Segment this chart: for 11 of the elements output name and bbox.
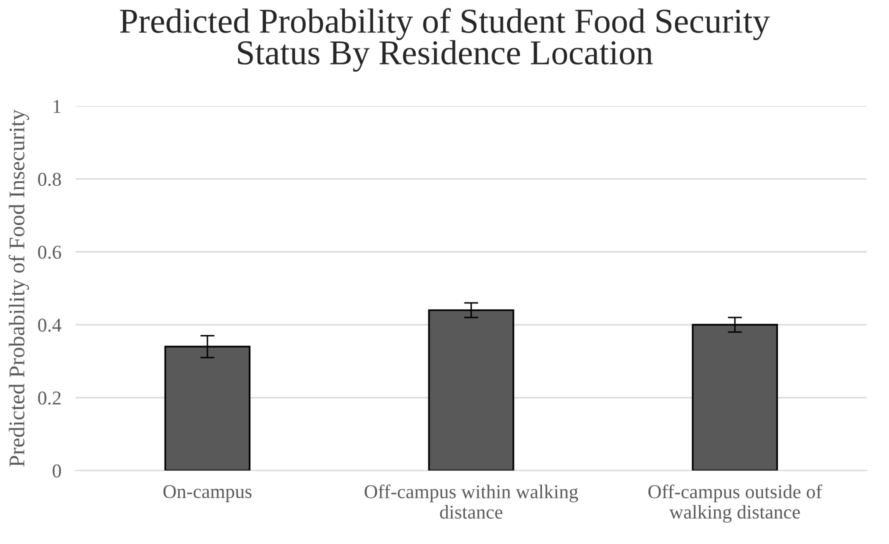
y-axis-title: Predicted Probability of Food Insecurity <box>8 109 30 467</box>
x-tick-label: Off-campus outside of walking distance <box>648 484 822 523</box>
x-tick-label: On-campus <box>163 485 252 502</box>
y-tick-label: 0.8 <box>38 172 61 186</box>
y-tick-label: 0.4 <box>38 318 62 332</box>
x-tick-label: Off-campus within walking distance <box>364 484 578 519</box>
chart-title: Predicted Probability of Student Food Security Status By Residence Location <box>120 8 770 72</box>
y-tick-label: 1 <box>54 100 61 113</box>
y-tick-label: 0.6 <box>38 246 62 259</box>
y-tick-label: 0.2 <box>38 391 61 405</box>
y-tick-label: 0 <box>52 464 61 478</box>
